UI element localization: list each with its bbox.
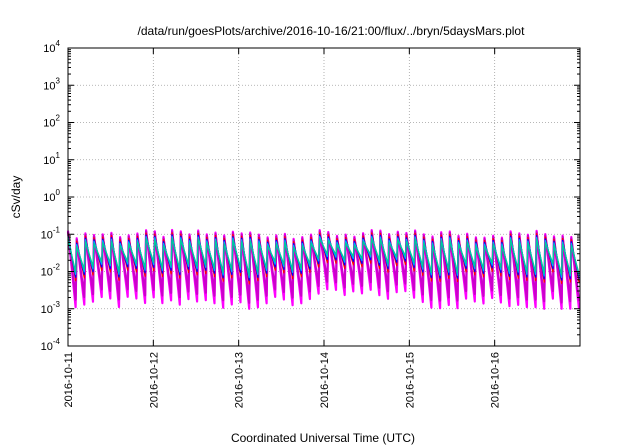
y-tick-label: 10-3 xyxy=(41,300,61,316)
y-tick-label: 102 xyxy=(43,114,60,130)
series-group xyxy=(66,228,581,310)
y-tick-label: 103 xyxy=(43,76,60,92)
x-tick-label: 2016-10-14 xyxy=(319,352,331,408)
x-tick-label: 2016-10-12 xyxy=(148,352,160,408)
y-tick-label: 10-4 xyxy=(41,337,61,353)
x-tick-label: 2016-10-15 xyxy=(404,352,416,408)
y-tick-label: 10-2 xyxy=(41,263,61,279)
y-tick-label: 10-1 xyxy=(41,225,61,241)
x-tick-label: 2016-10-16 xyxy=(490,352,502,408)
y-tick-label: 104 xyxy=(43,39,60,55)
x-tick-label: 2016-10-11 xyxy=(63,352,75,407)
chart-title: /data/run/goesPlots/archive/2016-10-16/2… xyxy=(138,24,526,38)
series-line xyxy=(67,237,580,276)
y-axis-label: cSv/day xyxy=(9,176,23,219)
x-axis-label: Coordinated Universal Time (UTC) xyxy=(231,431,415,445)
y-tick-label: 101 xyxy=(43,151,60,167)
y-tick-label: 100 xyxy=(43,188,60,204)
x-axis: 2016-10-11 2016-10-12 2016-10-13 2016-10-14… xyxy=(63,48,502,408)
x-tick-label: 2016-10-13 xyxy=(234,352,246,408)
y-axis: 10-4 10-3 10-2 10-1 100 101 102 103 104 xyxy=(41,39,580,353)
